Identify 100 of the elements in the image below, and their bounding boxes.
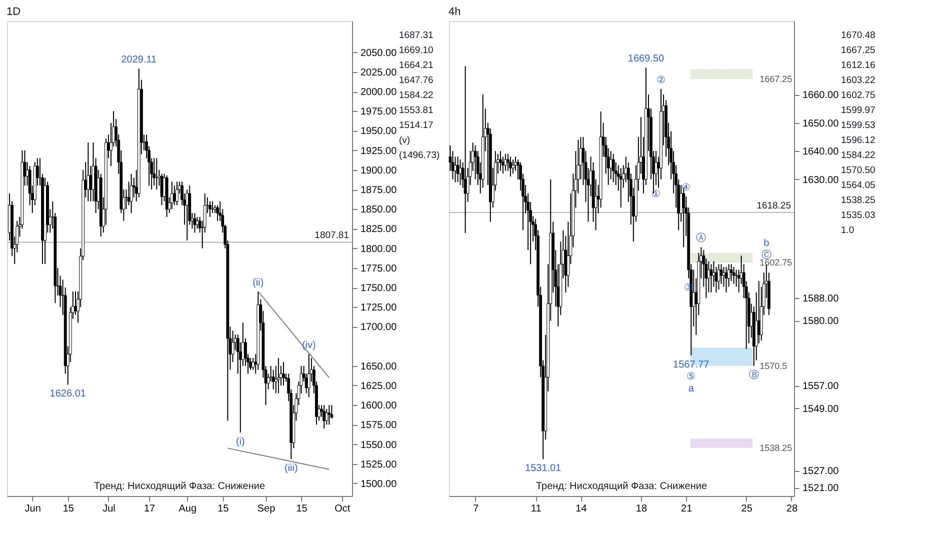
y-tick-label: 1750.00 — [360, 283, 398, 294]
candlestick — [456, 156, 460, 183]
x-tick-label: 15 — [296, 504, 308, 514]
candlestick — [231, 330, 234, 362]
text: 1612.16 — [841, 60, 876, 71]
annotation: 1669.50 — [628, 54, 664, 65]
y-tick-label: 2000.00 — [360, 87, 398, 98]
chart-title: 4h — [448, 6, 461, 18]
x-tick-label: Aug — [178, 504, 197, 514]
text: 1647.76 — [399, 75, 434, 86]
candlestick — [619, 168, 622, 208]
candlestick — [498, 150, 502, 172]
x-tick-label: Jul — [102, 504, 116, 514]
text: 1.0 — [841, 225, 854, 236]
text: (v) — [399, 135, 410, 146]
candlestick — [458, 159, 462, 186]
y-tick-label: 1925.00 — [360, 146, 398, 157]
band-label: 1602.75 — [760, 258, 792, 268]
annotation: b — [764, 238, 770, 250]
y-tick-label: 1950.00 — [360, 126, 398, 138]
y-tick-label: 1700.00 — [360, 322, 398, 334]
y-tick-label: 1557.00 — [802, 381, 840, 392]
candlestick — [612, 153, 615, 183]
candlestick — [160, 173, 164, 206]
y-tick-label: 1800.00 — [360, 244, 398, 255]
annotation: a — [688, 383, 694, 394]
annotation: 1531.01 — [525, 463, 562, 474]
x-tick-label: 14 — [576, 504, 588, 514]
candlestick — [193, 212, 196, 234]
ref-line-label: 1807.81 — [314, 230, 349, 242]
text: 1667.25 — [841, 45, 876, 56]
candlestick — [732, 266, 736, 284]
text: 1564.05 — [841, 180, 876, 191]
candlestick — [152, 158, 156, 186]
annotation: Тренд: Нисходящий Фаза: Снижение — [536, 481, 708, 492]
candlestick — [307, 354, 310, 398]
x-tick-label: 15 — [62, 504, 74, 514]
annotation: 1567.77 — [673, 359, 710, 370]
text: 1602.75 — [841, 90, 876, 101]
text: 1664.21 — [399, 60, 434, 71]
x-tick-label: Oct — [334, 504, 350, 514]
y-tick-label: 1630.00 — [802, 174, 840, 186]
x-tick-label: 11 — [530, 504, 542, 514]
band-label: 1667.25 — [760, 74, 792, 84]
y-tick-label: 1521.00 — [802, 483, 840, 494]
y-tick-label: 1500.00 — [360, 478, 398, 490]
band-label: 1538.25 — [760, 442, 792, 453]
x-tick-label: 21 — [681, 504, 693, 514]
candlestick — [176, 181, 178, 206]
annotation: ⑤ — [686, 371, 696, 382]
annotation: (ii) — [252, 277, 264, 288]
y-tick-label: 1525.00 — [360, 459, 398, 470]
y-tick-label: 1850.00 — [360, 204, 398, 216]
candlestick — [196, 216, 199, 230]
y-tick-label: 1580.00 — [802, 316, 840, 328]
candlestick — [276, 358, 280, 394]
candlestick — [722, 266, 726, 288]
x-tick-label: Sep — [257, 504, 276, 514]
y-tick-label: 1527.00 — [802, 466, 840, 478]
candlestick — [216, 204, 219, 222]
y-tick-label: 1825.00 — [360, 224, 398, 236]
candlestick — [325, 408, 328, 426]
x-tick-label: 7 — [473, 504, 480, 514]
candlestick — [328, 404, 331, 426]
candlestick — [208, 200, 212, 218]
candlestick — [717, 264, 720, 290]
text: 1669.10 — [399, 45, 434, 56]
text: 1670.48 — [841, 30, 876, 41]
text: 1603.22 — [841, 75, 876, 86]
text: 1553.81 — [399, 105, 434, 116]
y-tick-label: 1575.00 — [360, 420, 398, 432]
annotation: Ⓑ — [748, 368, 759, 381]
y-tick-label: 1900.00 — [360, 165, 398, 176]
text: 1514.17 — [399, 120, 434, 131]
annotation: ④ — [682, 182, 691, 194]
annotation: 1626.01 — [50, 388, 86, 400]
y-tick-label: 1725.00 — [360, 302, 398, 314]
y-tick-label: 2025.00 — [360, 67, 398, 78]
annotation: (iii) — [284, 463, 298, 474]
y-tick-label: 1660.00 — [802, 90, 840, 102]
text: 1538.25 — [841, 195, 876, 206]
y-tick-label: 1625.00 — [360, 380, 398, 392]
y-tick-label: 1550.00 — [360, 440, 398, 451]
candlestick — [710, 264, 713, 293]
x-tick-label: 18 — [636, 504, 648, 514]
y-tick-label: 1640.00 — [802, 146, 840, 158]
candlestick — [252, 358, 255, 370]
x-tick-label: Jun — [24, 504, 41, 514]
text: (1496.73) — [399, 150, 440, 161]
candlestick — [282, 361, 285, 386]
candlestick — [322, 404, 326, 430]
ref-line-label: 1618.25 — [756, 200, 791, 212]
annotation: Ⓐ — [696, 232, 706, 244]
y-tick-label: 1588.00 — [802, 294, 840, 305]
text: 1584.22 — [399, 90, 434, 101]
text: 1687.31 — [399, 30, 434, 41]
candlestick — [512, 159, 514, 174]
annotation: Тренд: Нисходящий Фаза: Снижение — [94, 481, 266, 492]
candlestick — [130, 173, 133, 214]
x-tick-label: 17 — [144, 504, 156, 514]
